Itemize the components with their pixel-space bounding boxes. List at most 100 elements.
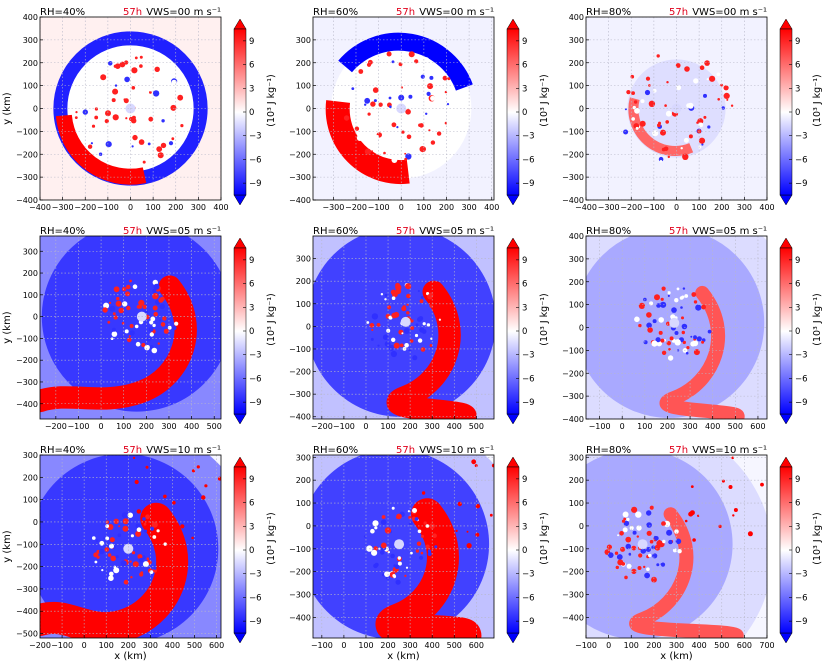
panel-grid	[40, 236, 221, 419]
eyewall-cell	[698, 122, 704, 128]
eyewall-cell	[651, 340, 658, 347]
eyewall-cell	[384, 527, 392, 534]
red-spiral-band	[386, 280, 477, 419]
eyewall-cell	[415, 323, 419, 327]
x-tick-label: 100	[624, 641, 639, 650]
x-tick-label: 400	[691, 641, 706, 650]
eyewall-cell	[675, 63, 681, 68]
eyewall-cell	[419, 555, 424, 560]
colorbar-tick-label: 3	[795, 522, 800, 532]
red-spiral-band	[629, 507, 744, 638]
eyewall-cell	[646, 510, 652, 516]
eyewall-cell	[134, 56, 138, 60]
colorbar-tick-label: 6	[522, 499, 527, 509]
x-tick-label: 0	[99, 422, 104, 431]
panel-time-label: 57h	[123, 445, 142, 456]
eyewall-cell	[108, 575, 114, 581]
eyewall-cell	[372, 87, 379, 93]
eyewall-cell	[421, 534, 424, 538]
eyewall-cell	[655, 337, 661, 343]
eyewall-cell	[631, 506, 638, 513]
eyewall-cell	[682, 153, 689, 160]
eyewall-cell	[405, 153, 412, 160]
x-tick-label: 0	[620, 422, 625, 431]
eyewall-cell	[142, 561, 149, 568]
y-tick-label: −400	[289, 413, 311, 422]
eyewall-cell	[703, 93, 707, 98]
eyewall-cell	[124, 329, 129, 334]
y-tick-label: 100	[296, 300, 311, 309]
eyewall-cell	[667, 294, 670, 297]
eyewall-cell	[123, 579, 129, 585]
colorbar-extend-max	[506, 237, 520, 249]
eyewall-cell	[373, 546, 379, 551]
eyewall-cell	[703, 115, 707, 119]
eyewall-cell	[697, 118, 704, 125]
eyewall-cell	[628, 552, 632, 556]
eyewall-cell	[368, 59, 373, 65]
panel-vws-label: VWS=10 m s⁻¹	[419, 445, 494, 456]
eyewall-cell	[113, 567, 120, 574]
outer-convection-dot	[471, 459, 477, 465]
eyewall-cell	[149, 88, 153, 92]
eyewall-cell	[656, 563, 660, 567]
eyewall-cell	[620, 546, 626, 552]
y-tick-label: 0	[306, 105, 311, 114]
eyewall-cell	[616, 554, 623, 560]
eyewall-cell	[634, 316, 640, 323]
eyewall-cell	[671, 307, 677, 313]
eyewall-cell	[94, 560, 98, 564]
eyewall-cell	[99, 540, 105, 546]
eyewall-cell	[386, 51, 392, 57]
eyewall-cell	[406, 134, 412, 140]
eyewall-cell	[129, 324, 134, 328]
eyewall-cell	[660, 129, 666, 136]
x-tick-label: 100	[116, 422, 131, 431]
eyewall-cell	[177, 94, 184, 101]
colorbar-tick-label: 6	[249, 280, 254, 290]
eyewall-cell	[118, 307, 125, 314]
y-tick-label: −100	[562, 545, 584, 554]
eyewall-cell	[380, 550, 385, 555]
eyewall-cell	[125, 130, 130, 136]
y-tick-label: −100	[562, 127, 584, 136]
eyewall-cell	[104, 119, 109, 124]
outer-convection-dot	[475, 504, 480, 509]
eyewall-cell	[693, 78, 699, 84]
colorbar-tick-label: 6	[249, 61, 254, 71]
x-tick-label: 500	[728, 422, 743, 431]
x-tick-label: 100	[691, 203, 706, 212]
eyewall-cell	[430, 140, 436, 145]
eyewall-cell	[371, 328, 374, 331]
y-tick-label: 300	[23, 451, 38, 460]
eyewall-cell	[410, 551, 413, 555]
outer-convection-dot	[132, 456, 136, 460]
eyewall-cell	[648, 100, 656, 108]
eyewall-cell	[148, 116, 154, 122]
eyewall-cell	[646, 567, 650, 571]
eyewall-cell	[124, 76, 130, 83]
x-tick-label: 200	[646, 641, 661, 650]
panel-grid	[586, 17, 767, 200]
panel-time-label: 57h	[396, 226, 415, 237]
colorbar-tick-label: 3	[795, 303, 800, 313]
eyewall-cell	[701, 340, 705, 344]
colorbar-tick-label: −6	[249, 593, 262, 603]
eyewall-cell	[684, 294, 689, 298]
x-tick-label: 300	[461, 203, 476, 212]
eyewall-cell	[619, 531, 624, 536]
eyewall-cell	[637, 566, 642, 570]
eyewall-cell	[395, 288, 402, 295]
eyewall-cell	[674, 331, 679, 335]
eyewall-cell	[167, 325, 172, 330]
eyewall-cell	[631, 91, 635, 95]
eyewall-cell	[370, 528, 375, 534]
eyewall-cell	[90, 142, 93, 145]
y-tick-label: 300	[296, 453, 311, 462]
x-tick-label: 400	[705, 422, 720, 431]
x-tick-label: 400	[165, 641, 180, 650]
eyewall-cell	[716, 72, 721, 77]
eyewall-cell	[113, 518, 119, 524]
eyewall-cell	[132, 284, 138, 290]
eyewall-cell	[661, 521, 666, 526]
